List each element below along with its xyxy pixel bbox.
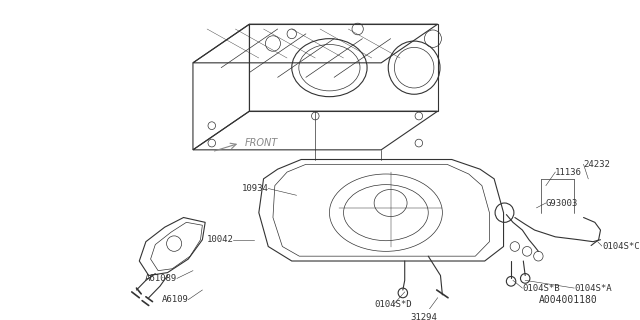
Text: 0104S*A: 0104S*A (574, 284, 612, 292)
Text: A6109: A6109 (161, 295, 188, 304)
Text: 11136: 11136 (556, 168, 582, 177)
Text: 31294: 31294 (410, 313, 437, 320)
Text: 0104S*D: 0104S*D (374, 300, 412, 309)
Text: G93003: G93003 (546, 198, 578, 207)
Text: 0104S*B: 0104S*B (522, 284, 560, 292)
Text: 24232: 24232 (584, 160, 611, 169)
Text: FRONT: FRONT (244, 138, 278, 148)
Text: 10934: 10934 (241, 184, 268, 193)
Text: A61089: A61089 (145, 274, 177, 283)
Text: 10042: 10042 (207, 235, 234, 244)
Text: 0104S*C: 0104S*C (602, 242, 640, 251)
Text: A004001180: A004001180 (539, 294, 598, 305)
